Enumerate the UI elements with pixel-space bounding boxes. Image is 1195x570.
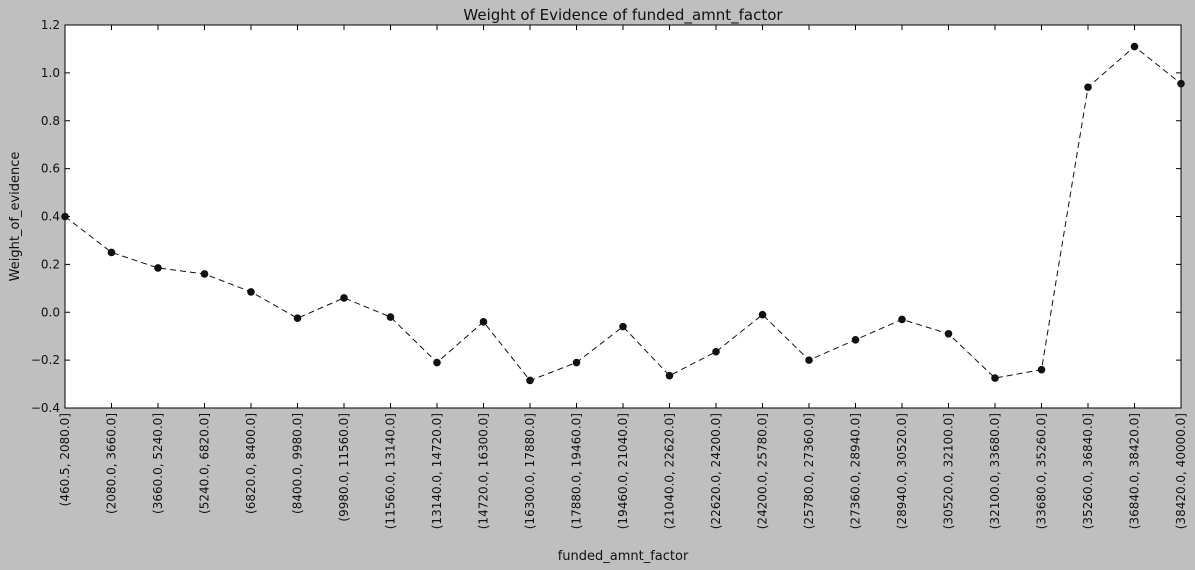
data-point [944, 329, 953, 338]
y-tick-label: 0.0 [41, 305, 60, 319]
x-tick-label: (14720.0, 16300.0] [477, 413, 491, 529]
x-tick-label: (38420.0, 40000.0] [1174, 413, 1188, 529]
x-axis-label: funded_amnt_factor [558, 549, 689, 564]
data-point [154, 264, 162, 272]
data-point [991, 374, 999, 382]
data-point [386, 313, 395, 321]
x-tick-label: (27360.0, 28940.0] [849, 413, 863, 529]
data-point [758, 310, 767, 319]
x-tick-label: (16300.0, 17880.0] [523, 413, 537, 529]
data-point [898, 315, 906, 324]
plot-area [64, 24, 1182, 409]
x-tick-label: (17880.0, 19460.0] [570, 413, 584, 529]
data-point [805, 356, 813, 364]
x-tick-label: (6820.0, 8400.0] [244, 413, 258, 514]
data-point [572, 358, 581, 367]
data-point [1130, 42, 1139, 51]
chart-title: Weight of Evidence of funded_amnt_factor [463, 6, 783, 25]
x-tick-label: (2080.0, 3660.0] [105, 413, 119, 514]
data-point [61, 212, 69, 221]
y-tick-label: 0.8 [41, 114, 60, 128]
x-tick-label: (24200.0, 25780.0] [756, 413, 770, 529]
x-tick-label: (3660.0, 5240.0] [151, 413, 165, 514]
y-axis-label: Weight_of_evidence [8, 152, 23, 282]
data-point [712, 347, 720, 356]
data-point [1037, 365, 1046, 374]
data-point [1177, 79, 1185, 88]
x-tick-label: (36840.0, 38420.0] [1128, 413, 1142, 529]
y-tick-label: −0.2 [31, 353, 60, 367]
data-point [247, 288, 255, 296]
x-tick-label: (5240.0, 6820.0] [198, 413, 212, 514]
y-tick-label: −0.4 [31, 401, 60, 415]
data-point [526, 376, 534, 385]
series [61, 42, 1185, 385]
x-tick-label: (21040.0, 22620.0] [663, 413, 677, 529]
data-point [851, 335, 860, 344]
data-point [479, 318, 488, 326]
data-point [619, 322, 627, 331]
y-tick-label: 0.2 [41, 257, 60, 271]
x-tick-label: (33680.0, 35260.0] [1035, 413, 1049, 529]
data-point [200, 270, 209, 278]
x-tick-label: (30520.0, 32100.0] [942, 413, 956, 529]
y-tick-label: 0.6 [41, 162, 60, 176]
y-tick-label: 1.2 [41, 18, 60, 32]
y-tick-label: 1.0 [41, 66, 60, 80]
data-point [293, 314, 302, 323]
data-point [340, 294, 348, 302]
x-tick-label: (32100.0, 33680.0] [988, 413, 1002, 529]
x-tick-label: (22620.0, 24200.0] [709, 413, 723, 529]
x-tick-label: (28940.0, 30520.0] [895, 413, 909, 529]
x-tick-label: (9980.0, 11560.0] [337, 413, 351, 522]
x-tick-label: (13140.0, 14720.0] [430, 413, 444, 529]
x-tick-label: (35260.0, 36840.0] [1081, 413, 1095, 529]
x-tick-label: (25780.0, 27360.0] [802, 413, 816, 529]
x-tick-label: (8400.0, 9980.0] [291, 413, 305, 514]
x-tick-label: (460.5, 2080.0] [58, 413, 72, 506]
data-point [107, 248, 116, 257]
y-tick-label: 0.4 [41, 210, 60, 224]
axis-ticks: −0.4 −0.2 0.0 0.2 0.4 0.6 0.8 1.0 1.2 (460.5, 208… [31, 18, 1188, 529]
x-tick-label: (19460.0, 21040.0] [616, 413, 630, 529]
data-point [1084, 83, 1092, 92]
data-point [433, 358, 441, 367]
data-point [665, 371, 674, 380]
x-tick-label: (11560.0, 13140.0] [384, 413, 398, 529]
